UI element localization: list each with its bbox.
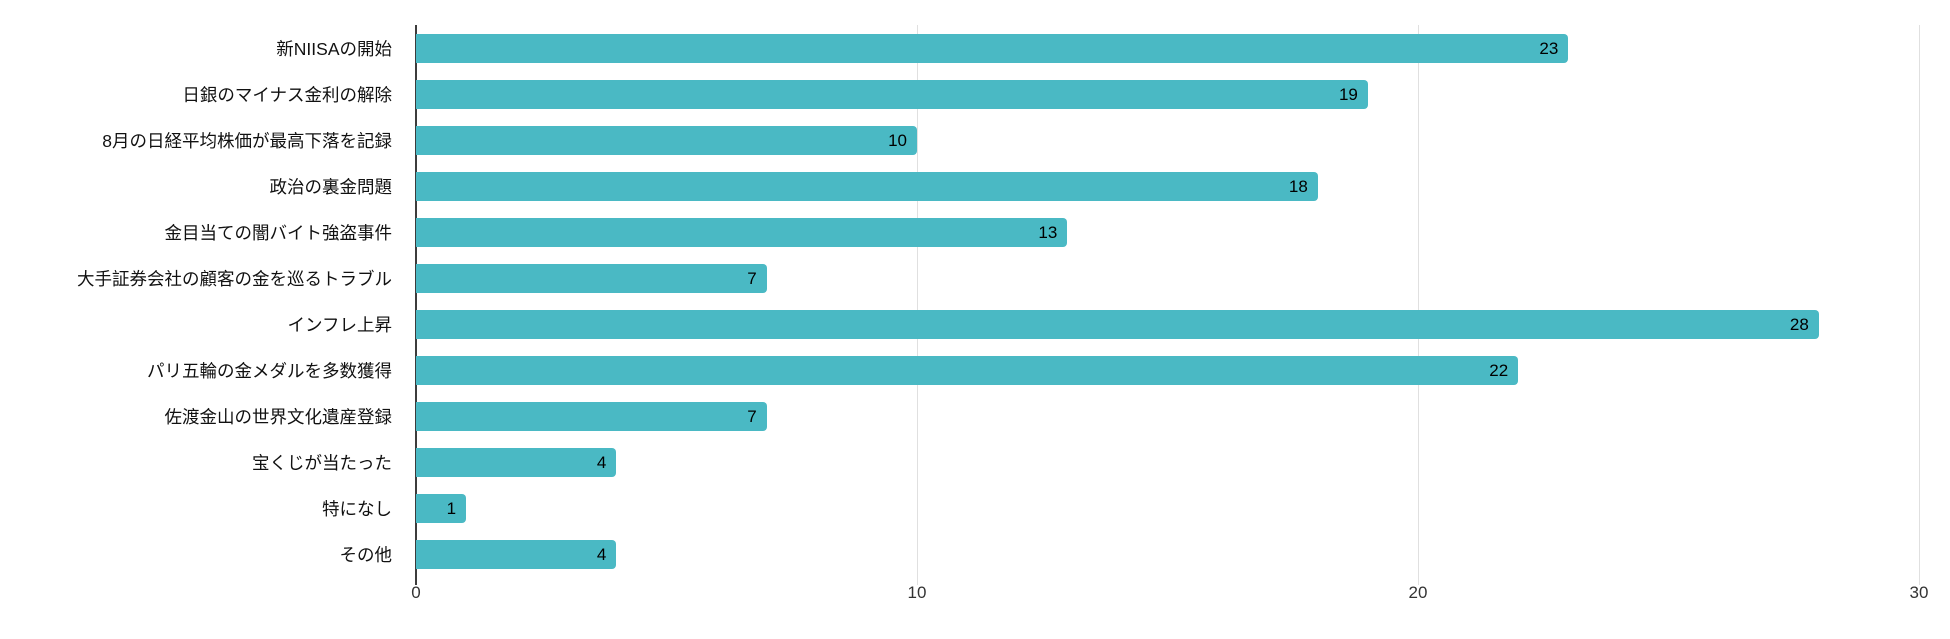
bar-value-label: 28 bbox=[1789, 314, 1809, 334]
gridline bbox=[415, 25, 417, 585]
category-label: その他 bbox=[339, 544, 393, 565]
x-tick-label: 30 bbox=[1909, 583, 1929, 602]
bar-row: 19 bbox=[416, 71, 1919, 117]
bar: 23 bbox=[416, 33, 1569, 63]
category-labels: 新NIISAの開始 日銀のマイナス金利の解除 8月の日経平均株価が最高下落を記録… bbox=[0, 25, 404, 577]
bar: 13 bbox=[416, 217, 1068, 247]
bar-row: 18 bbox=[416, 163, 1919, 209]
bar: 7 bbox=[416, 263, 767, 293]
category-label: 佐渡金山の世界文化遺産登録 bbox=[164, 406, 393, 427]
bar-row: 4 bbox=[416, 531, 1919, 577]
category-label: インフレ上昇 bbox=[287, 314, 392, 335]
bar-value-label: 18 bbox=[1288, 176, 1308, 196]
gridline bbox=[917, 25, 918, 585]
bar-row: 7 bbox=[416, 255, 1919, 301]
bar-row: 22 bbox=[416, 347, 1919, 393]
bar: 18 bbox=[416, 171, 1318, 201]
bar-row: 7 bbox=[416, 393, 1919, 439]
bar-value-label: 4 bbox=[596, 544, 607, 564]
bar-value-label: 22 bbox=[1489, 360, 1509, 380]
bar: 22 bbox=[416, 355, 1519, 385]
bar-value-label: 7 bbox=[747, 268, 757, 288]
gridline bbox=[1919, 25, 1920, 585]
bar: 7 bbox=[416, 401, 767, 431]
bar-value-label: 4 bbox=[596, 452, 607, 472]
bar-value-label: 1 bbox=[446, 498, 457, 518]
bar: 19 bbox=[416, 79, 1368, 109]
bar: 10 bbox=[416, 125, 917, 155]
bar: 1 bbox=[416, 493, 467, 523]
category-label: 8月の日経平均株価が最高下落を記録 bbox=[102, 130, 392, 151]
category-label: 大手証券会社の顧客の金を巡るトラブル bbox=[77, 268, 392, 289]
category-label: 日銀のマイナス金利の解除 bbox=[182, 84, 392, 105]
bar-row: 28 bbox=[416, 301, 1919, 347]
x-tick-label: 0 bbox=[411, 583, 421, 602]
category-label: 新NIISAの開始 bbox=[276, 38, 392, 59]
bar: 4 bbox=[416, 539, 617, 569]
bar-value-label: 10 bbox=[888, 130, 907, 150]
bar-row: 23 bbox=[416, 25, 1919, 71]
bar-value-label: 13 bbox=[1038, 222, 1058, 242]
category-label: パリ五輪の金メダルを多数獲得 bbox=[147, 360, 392, 381]
bar-row: 13 bbox=[416, 209, 1919, 255]
bar-value-label: 7 bbox=[747, 406, 757, 426]
bar-value-label: 23 bbox=[1539, 38, 1559, 58]
bar-row: 10 bbox=[416, 117, 1919, 163]
bar-value-label: 19 bbox=[1338, 84, 1358, 104]
plot-area: 23 19 10 18 13 7 28 22 bbox=[415, 25, 1920, 585]
x-tick-label: 20 bbox=[1408, 583, 1428, 602]
bar-rows: 23 19 10 18 13 7 28 22 bbox=[416, 25, 1919, 577]
gridline bbox=[1418, 25, 1419, 585]
bar-row: 1 bbox=[416, 485, 1919, 531]
x-tick-label: 10 bbox=[907, 583, 927, 602]
category-label: 政治の裏金問題 bbox=[269, 176, 393, 197]
bar-row: 4 bbox=[416, 439, 1919, 485]
category-label: 特になし bbox=[322, 498, 392, 519]
bar: 28 bbox=[416, 309, 1819, 339]
category-label: 金目当ての闇バイト強盗事件 bbox=[164, 222, 393, 243]
bar: 4 bbox=[416, 447, 617, 477]
category-label: 宝くじが当たった bbox=[252, 452, 392, 473]
x-axis: 0 10 20 30 bbox=[411, 583, 1928, 607]
